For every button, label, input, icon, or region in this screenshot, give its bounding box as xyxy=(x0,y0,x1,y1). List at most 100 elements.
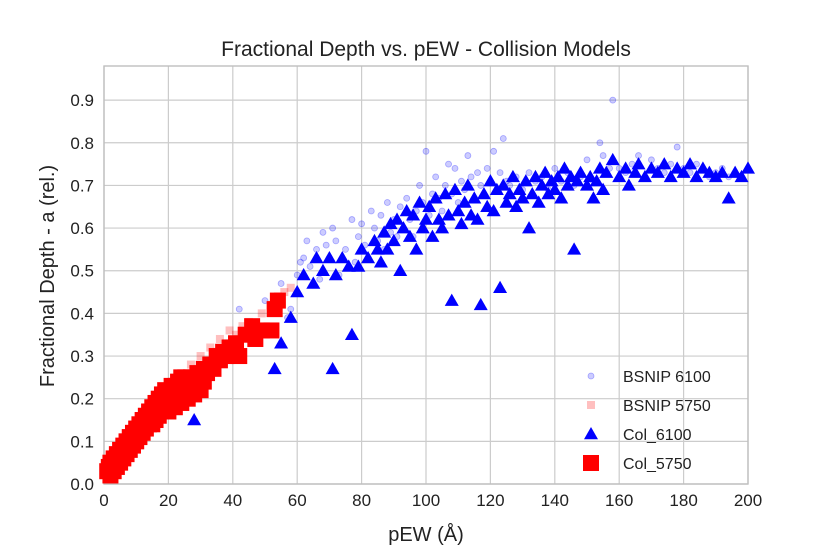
data-point xyxy=(371,224,378,232)
y-tick-label: 0.3 xyxy=(70,347,94,366)
data-point xyxy=(518,174,533,187)
chart-title: Fractional Depth vs. pEW - Collision Mod… xyxy=(221,38,631,61)
data-point xyxy=(444,293,459,306)
data-point xyxy=(322,250,337,264)
legend-label: BSNIP 6100 xyxy=(623,369,711,386)
data-point xyxy=(480,199,495,213)
data-point xyxy=(402,229,417,242)
data-point xyxy=(290,285,305,298)
data-point xyxy=(676,165,691,178)
data-point xyxy=(728,165,743,178)
data-point xyxy=(280,288,289,297)
data-points xyxy=(99,96,755,484)
data-point xyxy=(325,361,340,375)
data-point xyxy=(683,157,698,170)
data-point xyxy=(637,169,652,183)
data-point xyxy=(342,246,349,253)
x-axis-label: pEW (Å) xyxy=(388,523,464,546)
series-col-5750 xyxy=(99,292,286,484)
data-point xyxy=(702,165,717,178)
data-point xyxy=(596,182,611,195)
data-point xyxy=(447,182,462,195)
data-point xyxy=(373,255,388,268)
data-point xyxy=(580,178,594,191)
y-tick-label: 0.0 xyxy=(70,475,94,494)
data-point xyxy=(531,195,546,208)
data-point xyxy=(496,169,504,177)
data-point xyxy=(412,195,427,208)
data-point xyxy=(274,336,289,349)
data-point xyxy=(329,224,337,232)
data-point xyxy=(734,169,749,183)
data-point xyxy=(231,348,248,365)
data-point xyxy=(557,161,572,174)
data-point xyxy=(319,228,327,236)
data-point xyxy=(406,208,421,221)
data-point xyxy=(589,174,604,187)
data-point xyxy=(502,186,517,200)
y-tick-label: 0.5 xyxy=(70,262,94,281)
data-point xyxy=(567,242,582,255)
data-point xyxy=(551,169,566,183)
data-point xyxy=(470,212,485,225)
data-point xyxy=(505,169,520,183)
data-point xyxy=(596,139,604,147)
x-tick-label: 40 xyxy=(223,491,242,510)
x-tick-label: 180 xyxy=(669,491,697,510)
data-point xyxy=(483,174,498,187)
data-point xyxy=(393,263,408,276)
data-point xyxy=(586,191,601,204)
x-tick-label: 100 xyxy=(412,491,440,510)
y-axis-label: Fractional Depth - a (rel.) xyxy=(37,165,59,387)
data-point xyxy=(441,208,456,221)
data-point xyxy=(315,263,330,276)
data-point xyxy=(708,169,723,183)
data-point xyxy=(225,326,234,335)
data-point xyxy=(383,199,391,206)
data-point xyxy=(383,216,398,230)
y-tick-label: 0.9 xyxy=(70,91,94,110)
data-point xyxy=(335,250,350,264)
data-point xyxy=(348,216,356,223)
data-point xyxy=(618,161,633,174)
data-point xyxy=(380,242,395,255)
y-tick-label: 0.4 xyxy=(70,304,94,323)
data-point xyxy=(422,147,430,155)
data-point xyxy=(583,156,591,164)
data-point xyxy=(474,169,481,177)
data-point xyxy=(573,165,588,178)
data-point xyxy=(438,186,453,200)
data-point xyxy=(306,276,321,289)
data-point xyxy=(277,280,285,287)
data-point xyxy=(416,182,423,189)
data-point xyxy=(354,242,369,255)
data-point xyxy=(454,216,469,230)
data-point xyxy=(493,280,508,294)
data-point xyxy=(612,169,627,183)
data-point xyxy=(467,191,482,204)
data-point xyxy=(496,178,511,191)
data-point xyxy=(328,268,343,281)
data-point xyxy=(528,169,543,183)
data-point xyxy=(396,203,404,211)
data-point xyxy=(489,182,504,195)
data-point xyxy=(309,250,324,264)
data-point xyxy=(261,297,269,304)
data-point xyxy=(377,211,385,219)
data-point xyxy=(570,174,585,187)
data-point xyxy=(351,259,366,272)
data-point xyxy=(296,268,311,281)
data-point xyxy=(235,305,243,313)
data-point xyxy=(269,292,286,309)
data-point xyxy=(509,199,524,213)
data-point xyxy=(257,309,266,318)
data-point xyxy=(560,178,575,191)
y-tick-label: 0.2 xyxy=(70,390,94,409)
x-tick-label: 20 xyxy=(159,491,178,510)
legend-marker xyxy=(587,372,595,380)
data-point xyxy=(445,160,452,168)
data-point xyxy=(377,225,392,238)
data-point xyxy=(460,178,475,191)
data-point xyxy=(403,194,411,202)
data-point xyxy=(306,263,314,270)
